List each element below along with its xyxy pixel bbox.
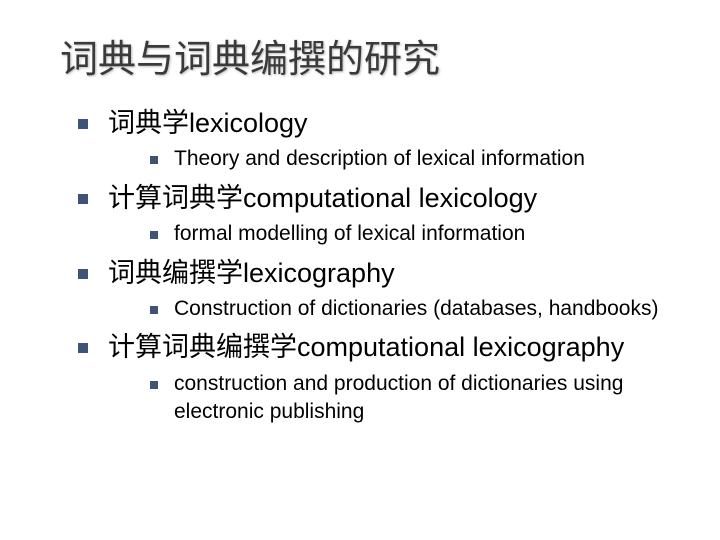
list-item: 词典学lexicology	[78, 105, 676, 141]
slide-title: 词典与词典编撰的研究	[60, 28, 676, 83]
list-item: formal modelling of lexical information	[150, 220, 676, 248]
square-bullet-icon	[78, 119, 88, 129]
list-item: 计算词典学computational lexicology	[78, 180, 676, 216]
level1-text: 计算词典学computational lexicology	[108, 180, 537, 216]
square-bullet-icon	[78, 343, 88, 353]
square-bullet-icon	[78, 269, 88, 279]
square-bullet-icon	[150, 381, 158, 389]
level1-text: 计算词典编撰学computational lexicography	[108, 329, 624, 365]
square-bullet-icon	[78, 194, 88, 204]
list-item: Construction of dictionaries (databases,…	[150, 295, 676, 323]
square-bullet-icon	[150, 306, 158, 314]
level1-text: 词典学lexicology	[108, 105, 308, 141]
level2-text: Theory and description of lexical inform…	[174, 145, 585, 173]
list-item: 词典编撰学lexicography	[78, 255, 676, 291]
square-bullet-icon	[150, 156, 158, 164]
level2-text: formal modelling of lexical information	[174, 220, 525, 248]
square-bullet-icon	[150, 231, 158, 239]
list-item: Theory and description of lexical inform…	[150, 145, 676, 173]
slide: 词典与词典编撰的研究 词典学lexicology Theory and desc…	[0, 0, 720, 540]
level1-text: 词典编撰学lexicography	[108, 255, 395, 291]
list-item: 计算词典编撰学computational lexicography	[78, 329, 676, 365]
level2-text: construction and production of dictionar…	[174, 370, 676, 427]
list-item: construction and production of dictionar…	[150, 370, 676, 427]
level2-text: Construction of dictionaries (databases,…	[174, 295, 658, 323]
